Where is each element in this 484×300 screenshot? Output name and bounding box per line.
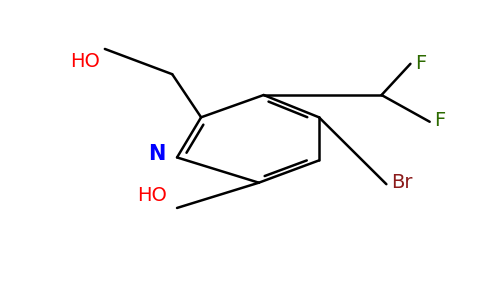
Text: Br: Br — [391, 173, 413, 192]
Text: F: F — [435, 111, 446, 130]
Text: HO: HO — [137, 186, 167, 205]
Text: N: N — [148, 145, 165, 164]
Text: F: F — [415, 54, 426, 73]
Text: HO: HO — [70, 52, 100, 71]
